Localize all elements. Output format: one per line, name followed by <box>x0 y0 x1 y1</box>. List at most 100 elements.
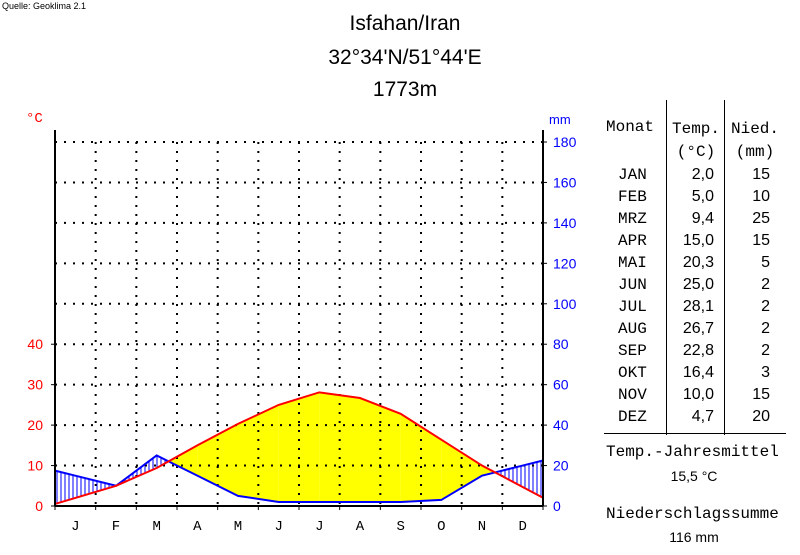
right-tick-label: 180 <box>553 134 577 150</box>
row-temp: 9,4 <box>691 210 714 227</box>
left-tick-label: 10 <box>27 458 43 474</box>
month-label: O <box>437 519 445 535</box>
row-month: JUN <box>618 276 647 294</box>
table-divider <box>666 100 667 435</box>
row-temp: 25,0 <box>682 276 714 293</box>
source-label: Quelle: Geoklima 2.1 <box>2 1 87 11</box>
table-row: JAN 2,0 15 <box>600 165 792 187</box>
right-tick-label: 0 <box>553 498 561 514</box>
month-label: D <box>518 519 526 535</box>
table-row: DEZ 4,7 20 <box>600 407 792 429</box>
month-label: A <box>356 519 365 535</box>
header-month: Monat <box>606 118 655 136</box>
month-label: J <box>274 519 282 535</box>
arid-area <box>238 404 279 502</box>
right-tick-label: 20 <box>553 458 569 474</box>
precip-sum-value: 116 mm <box>669 529 719 545</box>
table-row: MAI 20,3 5 <box>600 253 792 275</box>
left-tick-label: 0 <box>35 498 43 514</box>
row-month: AUG <box>618 320 647 338</box>
table-bottom-rule <box>604 433 786 434</box>
row-temp: 4,7 <box>691 408 714 425</box>
table-row: JUN 25,0 2 <box>600 275 792 297</box>
row-month: MRZ <box>618 210 647 228</box>
row-precip: 2 <box>761 298 770 315</box>
month-label: J <box>71 519 79 535</box>
row-month: JUL <box>618 298 647 316</box>
right-unit-label: mm <box>549 112 571 127</box>
chart-title: Isfahan/Iran <box>349 12 461 35</box>
month-label: J <box>315 519 323 535</box>
right-tick-label: 100 <box>553 296 577 312</box>
right-tick-label: 140 <box>553 215 577 231</box>
row-month: MAI <box>618 254 647 272</box>
right-tick-label: 60 <box>553 377 569 393</box>
row-temp: 26,7 <box>682 320 714 337</box>
right-tick-label: 80 <box>553 336 569 352</box>
row-month: APR <box>618 232 647 250</box>
row-precip: 15 <box>752 166 770 183</box>
temp-line <box>54 391 544 505</box>
right-tick-label: 160 <box>553 174 577 190</box>
right-tick-label: 40 <box>553 417 569 433</box>
row-precip: 10 <box>752 188 770 205</box>
row-precip: 2 <box>761 342 770 359</box>
arid-area <box>197 423 238 496</box>
arid-area <box>278 392 320 502</box>
precip-sum-label: Niederschlagssumme <box>606 505 779 523</box>
precip-line <box>54 454 544 503</box>
row-precip: 3 <box>761 364 770 381</box>
month-label: M <box>152 519 160 535</box>
row-month: FEB <box>618 188 647 206</box>
month-label: N <box>478 519 486 535</box>
header-temp: Temp. (°C) <box>666 118 726 164</box>
row-month: JAN <box>618 166 647 184</box>
row-precip: 20 <box>752 408 770 425</box>
left-unit-label: °C <box>26 111 43 127</box>
row-month: OKT <box>618 364 647 382</box>
table-row: NOV 10,0 15 <box>600 385 792 407</box>
row-precip: 15 <box>752 386 770 403</box>
row-temp: 16,4 <box>682 364 714 381</box>
table-row: FEB 5,0 10 <box>600 187 792 209</box>
temp-mean-value: 15,5 °C <box>670 468 718 484</box>
row-temp: 22,8 <box>682 342 714 359</box>
row-month: SEP <box>618 342 647 360</box>
row-month: NOV <box>618 386 647 404</box>
left-tick-label: 40 <box>27 336 43 352</box>
climate-table: Monat Temp. (°C) Nied. (mm) JAN 2,0 15 FEB 5… <box>600 115 792 429</box>
row-temp: 28,1 <box>682 298 714 315</box>
month-label: F <box>112 519 120 535</box>
row-temp: 2,0 <box>691 166 714 183</box>
right-tick-label: 120 <box>553 255 577 271</box>
header-precip-label: Nied. <box>730 120 779 138</box>
row-temp: 10,0 <box>682 386 714 403</box>
month-label: M <box>234 519 242 535</box>
row-precip: 2 <box>761 320 770 337</box>
temp-mean-label: Temp.-Jahresmittel <box>606 443 779 461</box>
header-precip: Nied. (mm) <box>724 118 786 164</box>
row-precip: 25 <box>752 210 770 227</box>
table-row: MRZ 9,4 25 <box>600 209 792 231</box>
row-temp: 15,0 <box>682 232 714 249</box>
table-row: OKT 16,4 3 <box>600 363 792 385</box>
table-row: AUG 26,7 2 <box>600 319 792 341</box>
coordinates-label: 32°34'N/51°44'E <box>328 46 482 69</box>
row-precip: 2 <box>761 276 770 293</box>
row-month: DEZ <box>618 408 647 426</box>
month-label: A <box>193 519 202 535</box>
table-divider <box>724 100 725 435</box>
table-row: SEP 22,8 2 <box>600 341 792 363</box>
arid-area <box>319 392 360 502</box>
header-precip-unit: (mm) <box>735 143 775 161</box>
month-label: S <box>396 519 404 535</box>
row-precip: 15 <box>752 232 770 249</box>
row-temp: 5,0 <box>691 188 714 205</box>
arid-area <box>441 439 482 500</box>
row-precip: 5 <box>761 254 770 271</box>
table-header: Monat Temp. (°C) Nied. (mm) <box>600 115 792 165</box>
left-tick-label: 30 <box>27 377 43 393</box>
left-tick-label: 20 <box>27 417 43 433</box>
elevation-label: 1773m <box>372 78 438 101</box>
